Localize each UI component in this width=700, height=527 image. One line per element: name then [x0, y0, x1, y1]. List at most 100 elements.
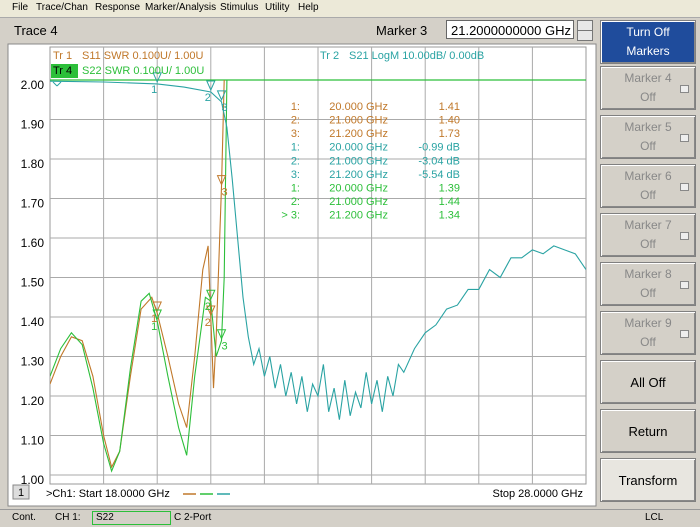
marker-table-cell: 1.40 [439, 115, 460, 127]
menu-item[interactable]: Marker/Analysis [145, 2, 217, 13]
softkey[interactable]: Marker 6 Off [600, 164, 696, 208]
trace [50, 80, 586, 420]
marker-table-cell: 3: [291, 169, 300, 181]
softkey-text: Off [640, 335, 656, 349]
marker-label: 3 [221, 102, 227, 114]
marker-table-cell: 1: [291, 142, 300, 154]
marker-label: 1 [151, 84, 157, 96]
trace-header: S11 SWR 0.100U/ 1.00U [82, 50, 204, 62]
softkey[interactable]: Marker 8 Off [600, 262, 696, 306]
softkey[interactable]: Marker 9 Off [600, 311, 696, 355]
left-arrow [52, 81, 62, 87]
checkbox[interactable] [680, 183, 689, 191]
marker-table-cell: 21.200 GHz [329, 210, 388, 222]
softkey[interactable]: Marker 7 Off [600, 213, 696, 257]
checkbox[interactable] [680, 330, 689, 338]
marker-table-cell: 2: [291, 155, 300, 167]
softkey[interactable]: Transform [600, 458, 696, 502]
checkbox[interactable] [680, 281, 689, 289]
marker-table-cell: 1: [291, 183, 300, 195]
checkbox[interactable] [680, 85, 689, 93]
softkey[interactable]: Marker 5 Off [600, 115, 696, 159]
active-trace: Trace 4 [14, 23, 58, 38]
y-tick-label: 1.40 [21, 315, 45, 329]
marker-table-cell: 20.000 GHz [329, 183, 388, 195]
softkey-text: All Off [630, 374, 666, 390]
marker-triangle [206, 80, 216, 92]
softkey-text: Marker 9 [624, 316, 672, 330]
softkey-text: Marker 5 [624, 120, 672, 134]
softkey-text: Marker 6 [624, 169, 672, 183]
marker-label: Marker 3 [376, 23, 428, 38]
status-bar: Cont. CH 1: S22 C 2-Port LCL [0, 509, 700, 527]
checkbox[interactable] [680, 134, 689, 142]
trace-header: S22 SWR 0.100U/ 1.00U [82, 65, 204, 77]
softkey-text: Return [628, 423, 668, 439]
traces [50, 79, 586, 473]
softkey-text: Marker 8 [624, 267, 672, 281]
marker-table-cell: 21.000 GHz [329, 155, 388, 167]
y-tick-label: 1.10 [21, 434, 45, 448]
marker-label: 2 [205, 317, 211, 329]
grid: 2.00 1.90 1.80 1.70 1.60 1.50 1.40 1.30 1.20 1.10… [21, 47, 586, 487]
y-tick-label: 1.70 [21, 197, 45, 211]
checkbox[interactable] [680, 232, 689, 240]
spin-down[interactable] [577, 30, 593, 41]
status-field: LCL [645, 512, 664, 523]
softkey[interactable]: All Off [600, 360, 696, 404]
menu-item[interactable]: Trace/Chan [36, 2, 88, 13]
marker-table-cell: 21.000 GHz [329, 196, 388, 208]
marker-table-cell: 20.000 GHz [329, 142, 388, 154]
softkey-text: Off [640, 139, 656, 153]
marker-table-cell: -0.99 dB [418, 142, 460, 154]
channel-box [12, 484, 30, 500]
channel-number: 1 [18, 487, 24, 499]
marker-table-cell: 21.200 GHz [329, 169, 388, 181]
y-tick-label: 1.80 [21, 157, 45, 171]
trace-id: Tr 4 [53, 65, 72, 77]
menu-item[interactable]: Help [298, 2, 319, 13]
stop-frequency: Stop 28.0000 GHz [492, 488, 583, 500]
y-tick-label: 1.60 [21, 236, 45, 250]
softkey-text: Off [640, 188, 656, 202]
marker-label: 1 [151, 313, 157, 325]
marker-triangle [206, 305, 216, 317]
marker-label: 2 [205, 92, 211, 104]
menu-item[interactable]: Stimulus [220, 2, 259, 13]
menu-item[interactable]: File [12, 2, 29, 13]
toolbar: Trace 4 Marker 3 21.2000000000 GHz [0, 18, 596, 43]
trace-id: Tr 1 [53, 50, 72, 62]
status-field: S22 [92, 511, 171, 525]
status-field: C 2-Port [174, 512, 212, 523]
menu-item[interactable]: Response [95, 2, 141, 13]
softkey-text: Marker 4 [624, 71, 672, 85]
marker-table-cell: 1.41 [439, 101, 460, 113]
trace-id: Tr 2 [320, 50, 339, 62]
marker-table-cell: 20.000 GHz [329, 101, 388, 113]
marker-table-cell: 1: [291, 101, 300, 113]
plot: 2.00 1.90 1.80 1.70 1.60 1.50 1.40 1.30 1.20 1.10… [7, 43, 597, 507]
marker-value-input[interactable]: 21.2000000000 GHz [446, 20, 574, 39]
marker-table-cell: 1.34 [439, 210, 460, 222]
marker-table-cell: 1.73 [439, 128, 460, 140]
marker-table-cell: -5.54 dB [418, 169, 460, 181]
trace-header: S21 LogM 10.00dB/ 0.00dB [349, 50, 484, 62]
marker-table-cell: 1.44 [439, 196, 460, 208]
softkey[interactable]: Marker 4 Off [600, 66, 696, 110]
marker-triangle [216, 175, 227, 186]
y-tick-label: 1.50 [21, 276, 45, 290]
softkey[interactable]: Turn Off Markers [600, 20, 696, 64]
marker-label: 3 [221, 341, 227, 353]
menu-item[interactable]: Utility [265, 2, 290, 13]
marker-label: 1 [151, 321, 157, 333]
softkey-text: Off [640, 237, 656, 251]
y-tick-label: 1.30 [21, 355, 45, 369]
menu-bar: File Trace/Chan Response Marker/Analysis Sti… [0, 0, 700, 18]
marker-triangle [152, 309, 162, 321]
softkey[interactable]: Return [600, 409, 696, 453]
y-tick-label: 1.20 [21, 394, 45, 408]
marker-triangle [152, 72, 162, 84]
